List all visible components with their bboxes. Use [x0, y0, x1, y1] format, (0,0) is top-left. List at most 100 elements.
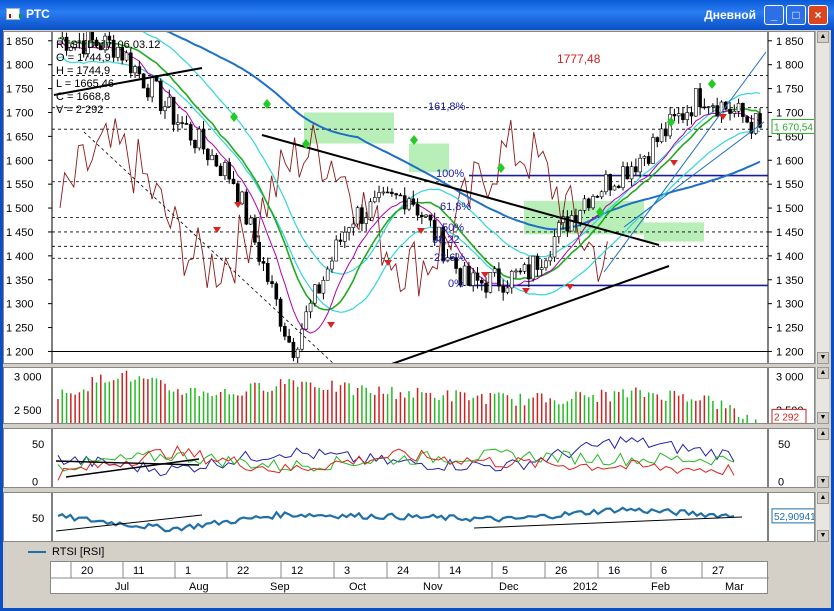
candle-body: [206, 148, 210, 161]
candle-body: [69, 47, 73, 51]
candle-body: [569, 215, 574, 232]
price-tick-label-right: 1 800: [776, 60, 804, 72]
fractal-down-marker: [522, 288, 530, 294]
scroll-down-icon[interactable]: ▼: [817, 476, 829, 488]
candle-body: [681, 113, 685, 121]
trend-line: [53, 67, 203, 96]
scroll-up-icon[interactable]: ▲: [817, 428, 829, 440]
candle-body: [565, 216, 570, 232]
candle-body: [407, 198, 411, 210]
candle-body: [184, 123, 189, 125]
candle-body: [163, 106, 167, 111]
candle-body: [689, 112, 694, 117]
date-day-label: 11: [133, 565, 144, 577]
osc-tick-label-left: 50: [32, 439, 44, 451]
candle-body: [116, 47, 120, 58]
candle-body: [103, 35, 107, 51]
candle-body: [283, 326, 287, 337]
minimize-button[interactable]: _: [764, 5, 784, 25]
candle-body: [484, 282, 488, 293]
fractal-up-marker: [497, 163, 505, 173]
scroll-down-icon[interactable]: ▼: [817, 530, 829, 542]
candle-body: [167, 96, 172, 107]
candle-body: [402, 195, 407, 210]
candle-body: [672, 114, 677, 117]
candle-body: [711, 105, 715, 107]
candle-body: [411, 198, 416, 205]
candle-body: [295, 348, 300, 358]
candle-body: [599, 191, 604, 198]
scroll-up-icon[interactable]: ▲: [817, 31, 829, 43]
candle-body: [244, 191, 249, 225]
price-scrollbar[interactable]: ▲ ▼: [815, 31, 829, 364]
scroll-up-icon[interactable]: ▲: [817, 492, 829, 504]
date-month-label: Oct: [349, 581, 366, 593]
candle-body: [415, 204, 420, 216]
candle-body: [621, 166, 625, 188]
price-tick-label-left: 1 400: [6, 251, 34, 263]
candle-body: [432, 219, 437, 241]
volume-scrollbar[interactable]: ▲ ▼: [815, 367, 829, 424]
fractal-up-marker: [410, 135, 418, 145]
candle-body: [693, 88, 698, 117]
maximize-button[interactable]: □: [786, 5, 806, 25]
price-tick-label-right: 1 550: [776, 179, 804, 191]
trend-line: [261, 134, 660, 246]
candle-body: [300, 328, 304, 350]
fractal-up-marker: [263, 99, 271, 109]
candle-body: [454, 257, 458, 269]
price-tick-label-left: 1 800: [6, 60, 34, 72]
date-day-label: 26: [555, 565, 567, 577]
candle-body: [193, 139, 197, 149]
candle-body: [522, 264, 527, 272]
candle-body: [462, 265, 467, 286]
candle-body: [248, 217, 253, 225]
rsi-chart: 50 52,90941: [32, 493, 814, 541]
scroll-up-icon[interactable]: ▲: [817, 367, 829, 379]
date-month-label: 2012: [573, 581, 597, 593]
candle-body: [441, 226, 446, 262]
candle-body: [223, 162, 227, 176]
period-label: Дневной: [704, 8, 756, 22]
price-tick-label-left: 1 350: [6, 275, 34, 287]
rsi-scrollbar[interactable]: ▲ ▼: [815, 492, 829, 542]
price-tick-label-right: 1 700: [776, 107, 804, 119]
price-tick-label-left: 1 200: [6, 346, 34, 358]
ma-long-line: [165, 32, 761, 231]
volume-tick-label-left: 2 500: [14, 405, 42, 417]
candle-body: [171, 96, 176, 125]
close-button[interactable]: ×: [808, 5, 828, 25]
scroll-down-icon[interactable]: ▼: [817, 352, 829, 364]
candle-body: [655, 137, 660, 143]
scroll-down-icon[interactable]: ▼: [817, 412, 829, 424]
candle-body: [591, 196, 595, 209]
candle-body: [728, 108, 732, 114]
candle-body: [518, 270, 523, 273]
date-month-label: Sep: [270, 581, 290, 593]
osc-tick-label-right: 50: [778, 439, 790, 451]
candle-body: [291, 341, 296, 358]
oscillator-chart: 50 50 0 0: [32, 429, 790, 488]
candle-body: [120, 47, 125, 61]
ma-mid-line: [57, 37, 761, 311]
candle-body: [745, 116, 749, 123]
candle-body: [702, 106, 707, 109]
candle-body: [634, 166, 638, 173]
fractal-down-marker: [327, 322, 335, 328]
candle-body: [308, 302, 313, 313]
fractal-down-marker: [234, 202, 242, 208]
fractal-down-marker: [566, 284, 574, 290]
osc-tick-label-right: 0: [778, 476, 784, 488]
candle-body: [355, 207, 360, 225]
fractal-down-marker: [481, 272, 489, 278]
trend-line: [623, 121, 765, 228]
candle-body: [488, 272, 493, 293]
trend-line: [391, 265, 670, 363]
candle-body: [582, 198, 587, 211]
oscillator-scrollbar[interactable]: ▲ ▼: [815, 428, 829, 488]
ohlc-info-line: C = 1668,8: [56, 91, 110, 103]
candle-body: [715, 105, 719, 117]
candle-body: [612, 185, 617, 191]
candle-body: [629, 166, 634, 180]
